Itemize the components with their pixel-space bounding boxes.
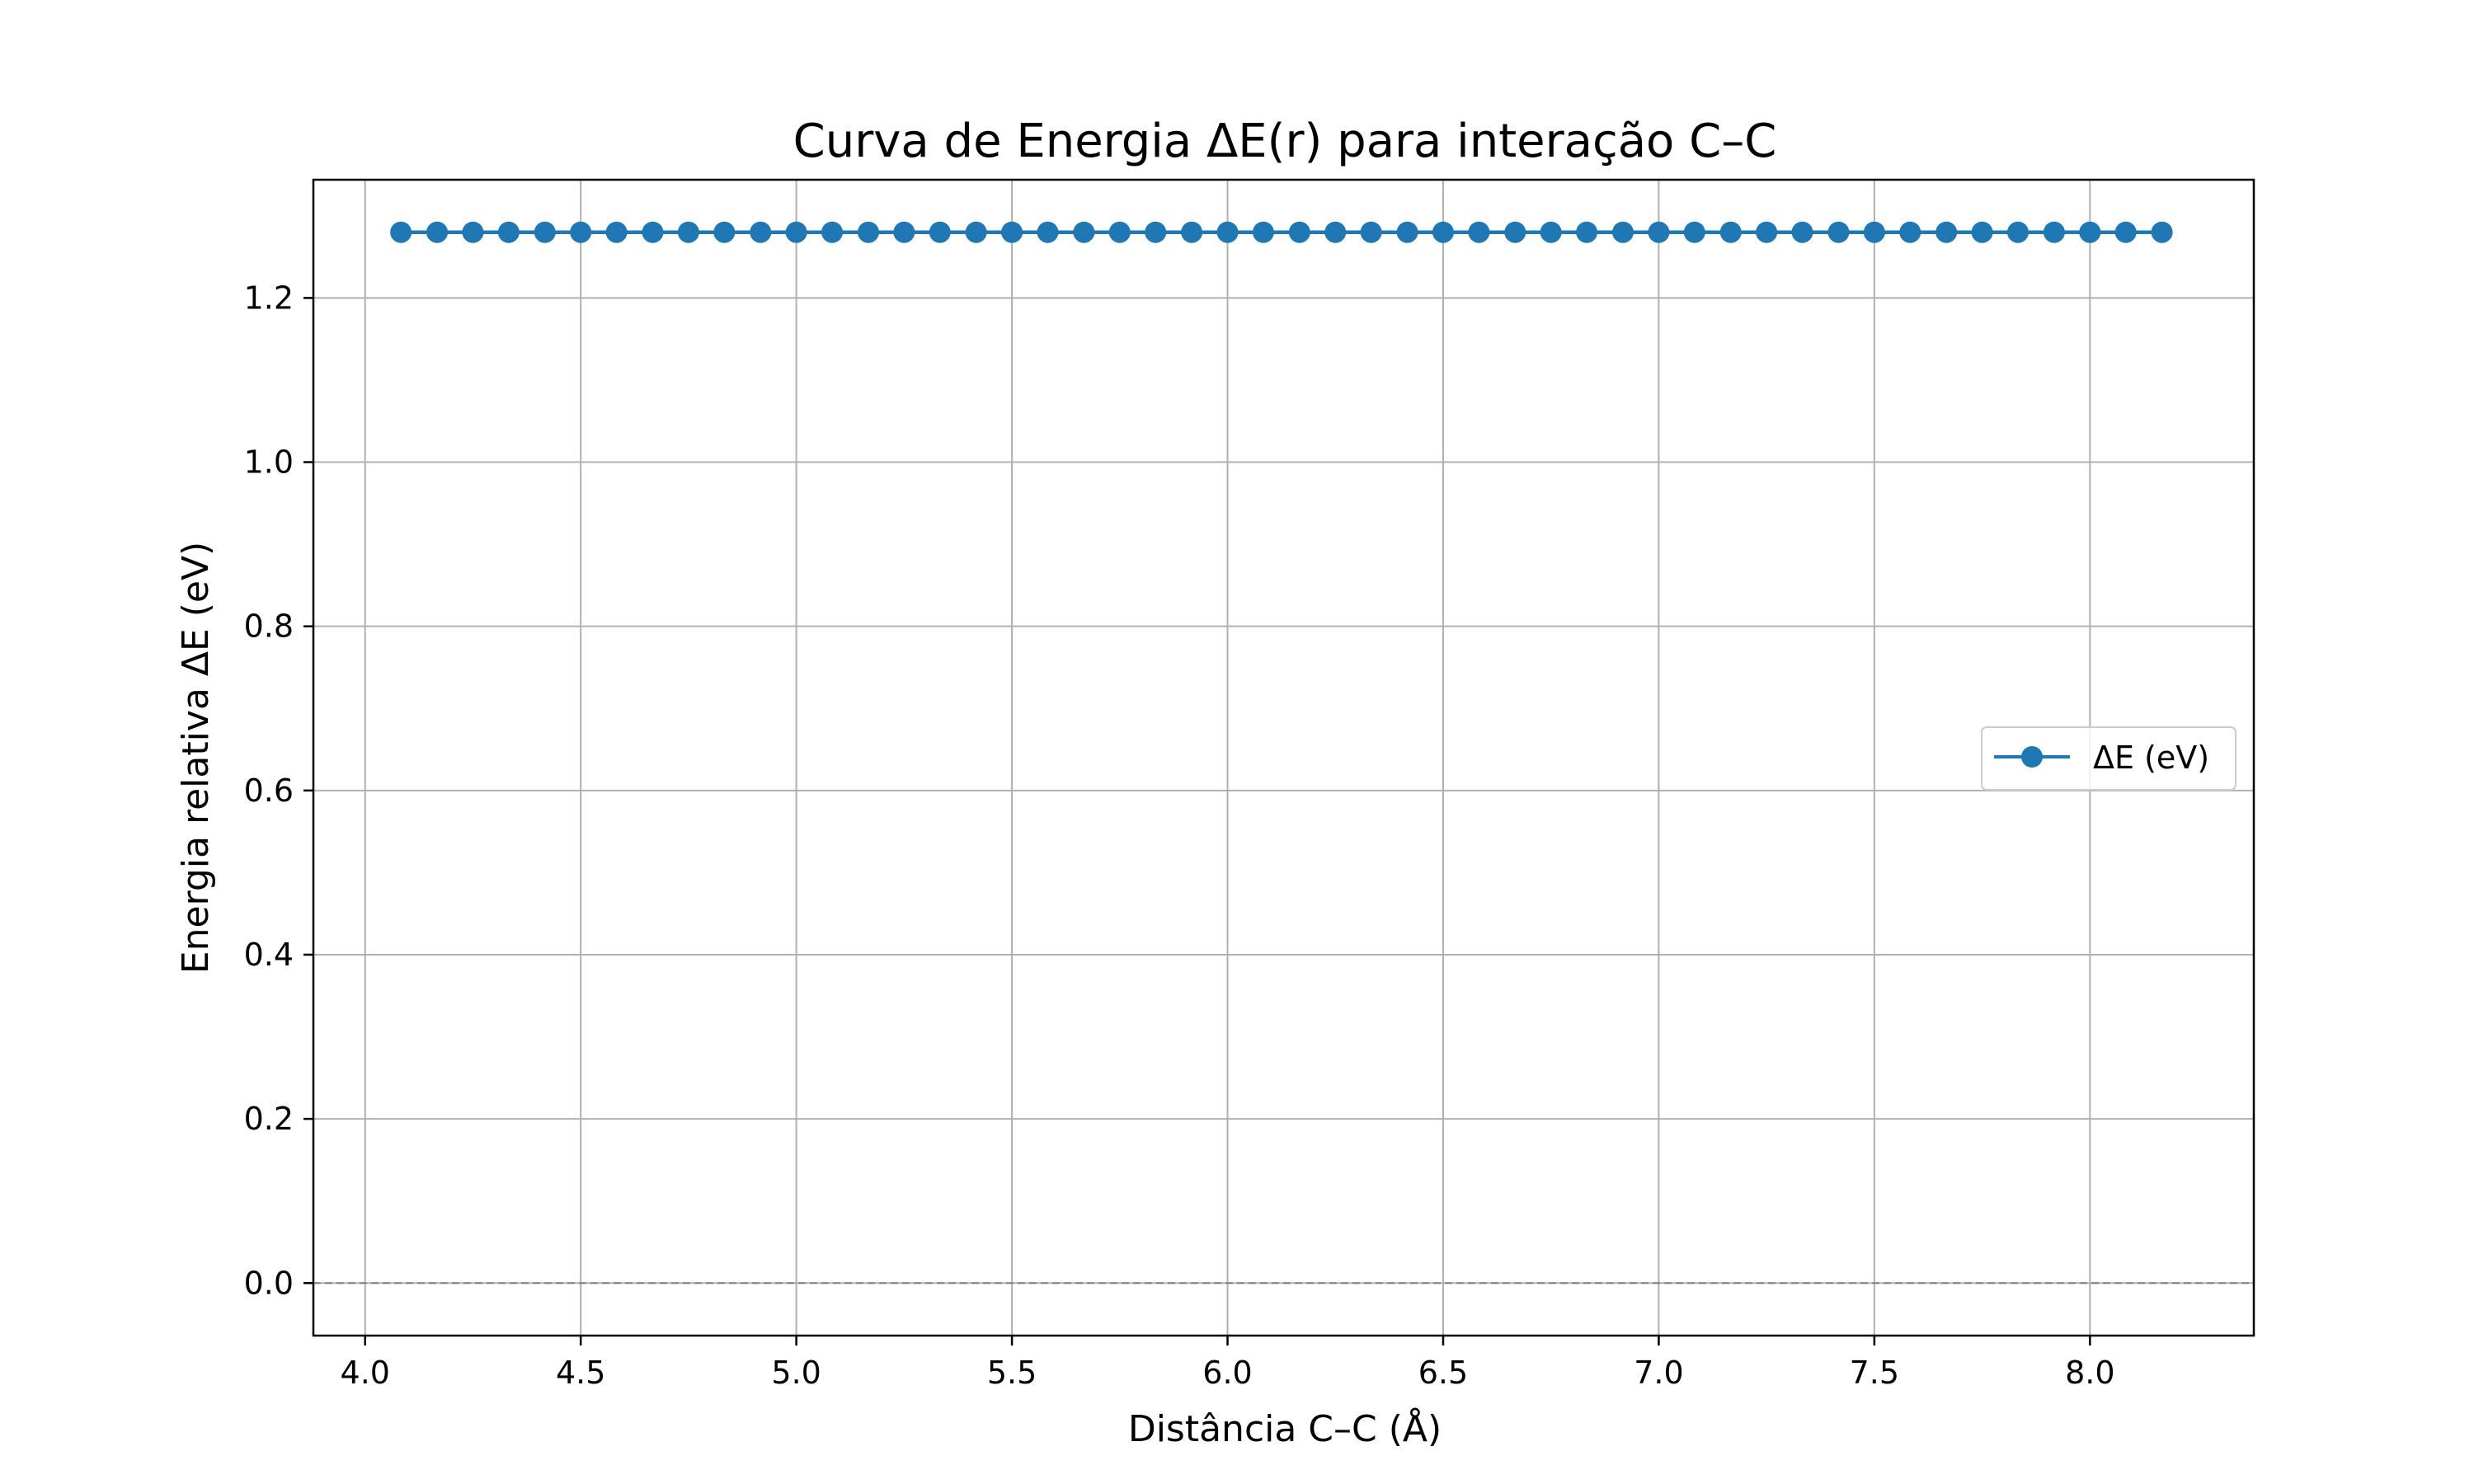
- y-tick-label: 1.0: [244, 444, 294, 481]
- data-point: [785, 221, 807, 243]
- data-point: [713, 221, 736, 243]
- x-tick-label: 6.5: [1418, 1355, 1468, 1391]
- data-point: [1073, 221, 1095, 243]
- data-point: [750, 221, 772, 243]
- data-point: [1899, 221, 1921, 243]
- data-point: [570, 221, 592, 243]
- data-point: [1648, 221, 1670, 243]
- x-tick-label: 4.0: [341, 1355, 390, 1391]
- data-point: [1971, 221, 1993, 243]
- data-point: [857, 221, 879, 243]
- data-point: [1288, 221, 1310, 243]
- data-point: [1791, 221, 1813, 243]
- y-axis-ticks: 0.0 0.2 0.4 0.6 0.8 1.0 1.2: [244, 279, 313, 1301]
- data-point: [1181, 221, 1203, 243]
- x-axis-label: Distância C–C (Å): [1128, 1407, 1442, 1450]
- x-tick-label: 4.5: [556, 1355, 605, 1391]
- data-point: [2006, 221, 2029, 243]
- y-tick-label: 0.0: [244, 1265, 294, 1301]
- grid-lines: [313, 180, 2254, 1336]
- data-point: [2079, 221, 2101, 243]
- data-point: [821, 221, 844, 243]
- x-axis-ticks: 4.0 4.5 5.0 5.5 6.0 6.5 7.0 7.5 8.0: [341, 1336, 2115, 1391]
- data-point: [462, 221, 484, 243]
- data-point: [1324, 221, 1347, 243]
- data-point: [1612, 221, 1634, 243]
- data-point: [426, 221, 449, 243]
- data-point: [1360, 221, 1382, 243]
- x-tick-label: 7.0: [1634, 1355, 1683, 1391]
- data-point: [2151, 221, 2173, 243]
- data-point: [1540, 221, 1562, 243]
- x-tick-label: 8.0: [2065, 1355, 2114, 1391]
- x-tick-label: 5.5: [987, 1355, 1037, 1391]
- data-point: [929, 221, 951, 243]
- data-point: [1576, 221, 1598, 243]
- legend-frame: [1981, 726, 2236, 791]
- data-point: [534, 221, 556, 243]
- data-point: [1145, 221, 1167, 243]
- x-tick-label: 6.0: [1202, 1355, 1252, 1391]
- plot-frame: [312, 178, 2255, 1337]
- data-point: [1396, 221, 1418, 243]
- data-point: [2114, 221, 2137, 243]
- data-point: [605, 221, 628, 243]
- data-point: [1432, 221, 1454, 243]
- y-axis-label: Energia relativa ΔE (eV): [175, 542, 217, 974]
- y-tick-label: 1.2: [244, 279, 294, 316]
- data-point: [1863, 221, 1885, 243]
- data-point: [1216, 221, 1239, 243]
- data-point: [1037, 221, 1059, 243]
- y-tick-label: 0.6: [244, 773, 294, 809]
- data-point: [1719, 221, 1742, 243]
- data-point: [1756, 221, 1778, 243]
- x-tick-label: 5.0: [771, 1355, 821, 1391]
- data-point: [1001, 221, 1023, 243]
- data-point: [497, 221, 520, 243]
- data-point: [2043, 221, 2065, 243]
- legend-entry-label: ΔE (eV): [2093, 740, 2209, 776]
- y-tick-label: 0.4: [244, 937, 294, 973]
- data-point: [642, 221, 664, 243]
- data-point: [1108, 221, 1131, 243]
- data-point: [677, 221, 699, 243]
- legend-marker-swatch: [2021, 746, 2043, 768]
- data-point: [893, 221, 915, 243]
- legend: ΔE (eV): [1981, 726, 2236, 791]
- data-point: [1504, 221, 1526, 243]
- data-point: [1468, 221, 1490, 243]
- x-tick-label: 7.5: [1850, 1355, 1899, 1391]
- data-point: [1252, 221, 1274, 243]
- data-point: [965, 221, 987, 243]
- chart-title: Curva de Energia ΔE(r) para interação C–…: [793, 115, 1777, 168]
- y-tick-label: 0.2: [244, 1101, 294, 1137]
- series-layer: [390, 221, 2173, 243]
- data-point: [1935, 221, 1958, 243]
- data-point: [390, 221, 412, 243]
- y-tick-label: 0.8: [244, 608, 294, 645]
- data-point: [1683, 221, 1705, 243]
- data-point: [1827, 221, 1850, 243]
